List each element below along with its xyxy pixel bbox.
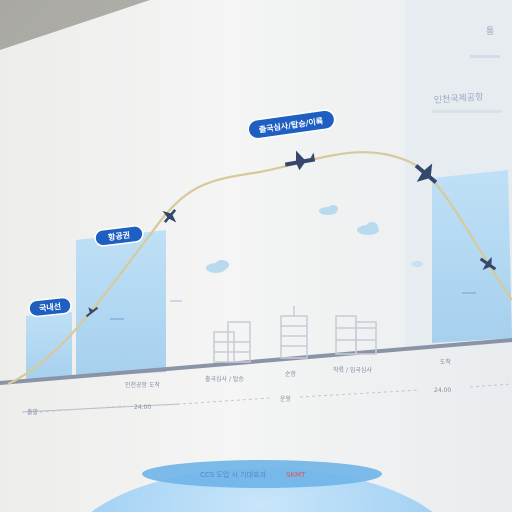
axis-tick-label: 도착 [440, 358, 452, 366]
route-label-2-text: 항공권 [107, 230, 130, 243]
timeline-axis [0, 338, 512, 385]
cloud-icon [319, 205, 338, 215]
dome-graphic: CCS 도입 시 기대효과 SKMT [91, 460, 433, 512]
right-panel-line [470, 55, 500, 58]
right-panel-line [432, 110, 502, 113]
flight-route [7, 151, 512, 385]
bar-2 [76, 230, 166, 377]
axis-tick-label: 순항 [285, 370, 297, 378]
building-icon [335, 315, 377, 355]
axis-tick-label: 인천공항 도착 [125, 381, 161, 389]
dome-title: CCS 도입 시 기대효과 [200, 470, 267, 479]
axis-duration-label: 24.00 [134, 404, 151, 411]
bar-1 [26, 312, 72, 380]
route-label-3: 출국심사/탑승/이륙 [247, 109, 336, 140]
right-panel-title: 통 [486, 26, 494, 37]
timeline-dash [299, 389, 421, 398]
cloud-icon [206, 260, 229, 273]
building-icon [280, 306, 308, 359]
building-icon [213, 321, 251, 363]
axis-tick-label: 착륙 / 입국심사 [333, 366, 372, 374]
right-panel-subtitle: 인천국제공항 [433, 92, 483, 106]
axis-start-label: 출발 [27, 408, 39, 416]
route-label-1-text: 국내선 [38, 301, 61, 313]
cloud-icon [411, 261, 423, 267]
axis-tick-label: 출국심사 / 탑승 [205, 375, 244, 383]
bar-tick [170, 300, 182, 302]
bar-tick [462, 292, 476, 294]
timeline-dash [39, 405, 126, 413]
airplane-icon [162, 209, 177, 223]
airplane-icon [414, 163, 438, 184]
bar-3 [432, 170, 512, 343]
cloud-icon [357, 222, 379, 235]
axis-duration-label: 24.00 [434, 387, 451, 394]
airplane-icon [479, 256, 497, 271]
dome-accent-label: SKMT [286, 471, 306, 479]
timeline-dash [21, 403, 181, 413]
route-label-2: 항공권 [94, 225, 144, 247]
airplane-icon [85, 306, 99, 318]
airplane-icon [284, 150, 316, 171]
timeline-dash [469, 383, 512, 388]
bar-tick [110, 318, 124, 320]
axis-middle-label: 운항 [280, 395, 292, 403]
route-label-1: 국내선 [28, 296, 72, 318]
